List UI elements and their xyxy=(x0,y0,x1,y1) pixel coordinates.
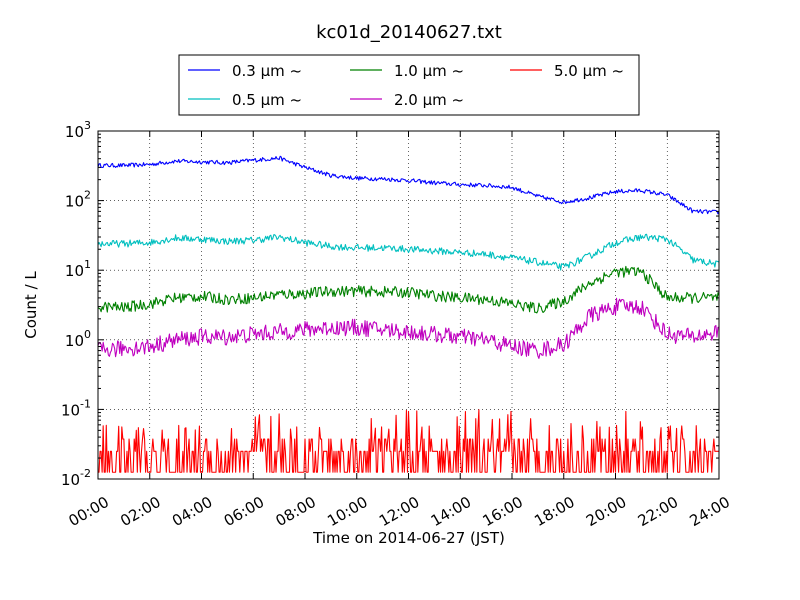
y-tick-label: 10-2 xyxy=(61,467,91,489)
chart-title: kc01d_20140627.txt xyxy=(316,22,502,43)
legend-label-1: 0.3 μm ~ xyxy=(232,62,302,80)
legend-label-3: 1.0 μm ~ xyxy=(394,62,464,80)
y-tick-label: 10-1 xyxy=(61,397,91,419)
legend-frame xyxy=(178,54,640,116)
y-tick-label: 103 xyxy=(65,119,91,141)
series-line-5 xyxy=(98,409,719,473)
y-tick-label: 101 xyxy=(65,258,91,280)
legend-label-5: 5.0 μm ~ xyxy=(554,62,624,80)
legend: 0.3 μm ~ 0.5 μm ~ 1.0 μm ~ 2.0 μm ~ 5.0 μm ~ xyxy=(178,54,640,116)
y-tick-label: 102 xyxy=(65,189,91,211)
legend-label-2: 0.5 μm ~ xyxy=(232,91,302,109)
y-tick-label: 100 xyxy=(65,328,91,350)
y-axis-label: Count / L xyxy=(22,271,40,339)
series-line-4 xyxy=(97,297,719,359)
series-line-3 xyxy=(97,265,720,314)
series-line-2 xyxy=(97,233,720,271)
legend-label-4: 2.0 μm ~ xyxy=(394,91,464,109)
series-line-1 xyxy=(97,155,720,215)
x-axis-label: Time on 2014-06-27 (JST) xyxy=(312,529,505,547)
series-layer xyxy=(97,155,720,473)
